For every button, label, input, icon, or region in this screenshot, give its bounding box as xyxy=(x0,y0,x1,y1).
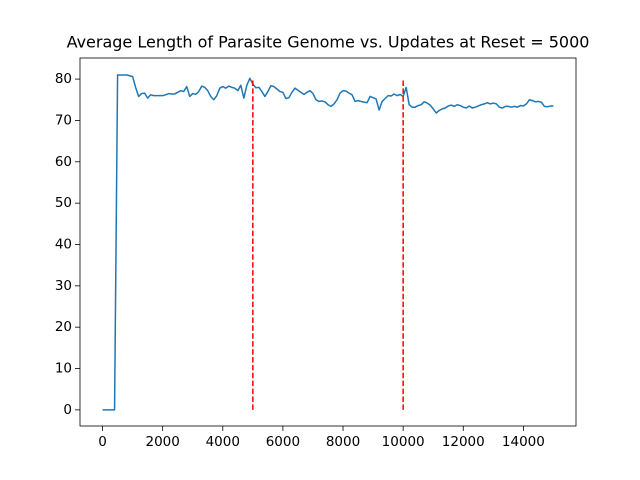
y-tick-label: 20 xyxy=(55,319,72,335)
x-tick-label: 12000 xyxy=(442,434,485,450)
x-tick-label: 0 xyxy=(98,434,107,450)
y-tick-label: 80 xyxy=(55,71,72,87)
y-tick-label: 60 xyxy=(55,154,72,170)
y-tick-label: 0 xyxy=(63,402,72,418)
x-tick-label: 4000 xyxy=(206,434,240,450)
y-tick-label: 40 xyxy=(55,236,72,252)
data-line xyxy=(102,74,554,411)
x-tick-label: 14000 xyxy=(502,434,545,450)
y-tick-label: 70 xyxy=(55,112,72,128)
plot-frame xyxy=(79,57,577,427)
x-tick-label: 2000 xyxy=(145,434,179,450)
x-tick-label: 6000 xyxy=(266,434,300,450)
y-tick-label: 30 xyxy=(55,278,72,294)
chart-title: Average Length of Parasite Genome vs. Up… xyxy=(67,33,590,52)
y-tick-label: 10 xyxy=(55,361,72,377)
y-tick-label: 50 xyxy=(55,195,72,211)
x-tick-label: 8000 xyxy=(326,434,360,450)
x-tick-label: 10000 xyxy=(382,434,425,450)
